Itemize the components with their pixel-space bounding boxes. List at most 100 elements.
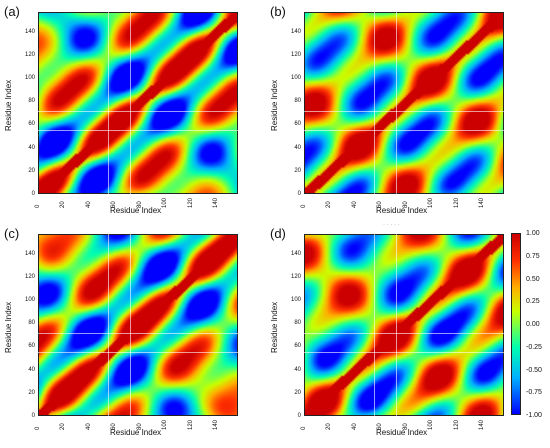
y-tick-label: 120 <box>24 51 35 58</box>
y-tick-label: 120 <box>24 273 35 280</box>
domain-boundary-line <box>38 332 238 334</box>
domain-boundary-line <box>304 130 504 132</box>
panel-label: (c) <box>4 226 20 241</box>
y-tick-label: 80 <box>28 320 35 327</box>
y-tick-label: 0 <box>31 413 35 419</box>
x-tick-label: 140 <box>479 419 486 430</box>
x-tick-label: 100 <box>428 419 435 430</box>
y-axis-label: Residue Index <box>270 79 279 131</box>
y-tick-label: 100 <box>24 75 35 82</box>
y-tick-label: 100 <box>24 297 35 304</box>
x-axis-label: Residue Index <box>376 428 428 437</box>
stray-text: · · · · · <box>383 222 400 228</box>
y-tick-label: 20 <box>28 167 35 174</box>
panel-label: (d) <box>270 226 286 241</box>
heatmap-plot-area <box>304 234 504 416</box>
y-tick-label: 120 <box>290 51 301 58</box>
x-tick-label: 40 <box>351 423 358 430</box>
y-tick-label: 140 <box>290 250 301 257</box>
heatmap-canvas <box>305 13 503 193</box>
x-tick-label: 40 <box>85 423 92 430</box>
y-tick-label: 0 <box>31 191 35 197</box>
colorbar-tick-label: 0.00 <box>526 321 540 328</box>
colorbar-tick-label: -0.75 <box>526 389 542 397</box>
y-tick-label: 60 <box>294 343 301 350</box>
x-tick-label: 40 <box>351 201 358 208</box>
y-tick-label: 80 <box>28 98 35 105</box>
y-tick-label: 100 <box>290 75 301 82</box>
y-tick-label: 0 <box>297 191 301 197</box>
x-tick-label: 120 <box>453 197 460 208</box>
y-axis-label: Residue Index <box>4 301 13 353</box>
y-tick-label: 40 <box>28 144 35 151</box>
y-tick-label: 40 <box>294 144 301 151</box>
domain-boundary-line <box>304 110 504 112</box>
heatmap-panel: (b) 0 20 40 60 80 100 120 140 0 20 40 60 80 100 120 140 R… <box>266 0 531 222</box>
y-tick-label: 80 <box>294 98 301 105</box>
colorbar-tick-label: 0.25 <box>526 298 540 306</box>
domain-boundary-line <box>38 352 238 354</box>
heatmap-panel: (c) 0 20 40 60 80 100 120 140 0 20 40 60 80 100 120 140 R… <box>0 222 265 444</box>
x-tick-label: 140 <box>479 197 486 208</box>
domain-boundary-line <box>129 12 131 194</box>
y-tick-label: 140 <box>290 28 301 35</box>
domain-boundary-line <box>395 234 397 416</box>
domain-boundary-line <box>304 332 504 334</box>
y-tick-label: 60 <box>294 121 301 128</box>
heatmap-panel: (d) 0 20 40 60 80 100 120 140 0 20 40 60 80 100 120 140 R… <box>266 222 531 444</box>
domain-boundary-line <box>395 12 397 194</box>
x-tick-label: 100 <box>162 197 169 208</box>
x-tick-label: 20 <box>326 423 333 430</box>
y-tick-label: 60 <box>28 121 35 128</box>
heatmap-canvas <box>39 235 237 415</box>
x-tick-label: 0 <box>35 426 41 430</box>
heatmap-plot-area <box>38 12 238 194</box>
x-tick-label: 20 <box>60 423 67 430</box>
domain-boundary-line <box>374 12 376 194</box>
x-axis-label: Residue Index <box>376 206 428 215</box>
panel-label: (a) <box>4 4 20 19</box>
x-axis-label: Residue Index <box>110 206 162 215</box>
colorbar-tick-label: 1.00 <box>526 230 540 237</box>
colorbar-tick-label: -0.50 <box>526 366 542 374</box>
heatmap-plot-area <box>38 234 238 416</box>
colorbar-tick-label: 0.75 <box>526 252 540 260</box>
y-tick-label: 20 <box>28 389 35 396</box>
x-axis-label: Residue Index <box>110 428 162 437</box>
x-tick-label: 20 <box>326 201 333 208</box>
heatmap-panel: (a) 0 20 40 60 80 100 120 140 0 20 40 60 80 100 120 140 R… <box>0 0 265 222</box>
y-tick-label: 40 <box>28 366 35 373</box>
domain-boundary-line <box>108 234 110 416</box>
x-tick-label: 0 <box>35 204 41 208</box>
domain-boundary-line <box>38 130 238 132</box>
domain-boundary-line <box>304 352 504 354</box>
y-tick-label: 140 <box>24 250 35 257</box>
heatmap-canvas <box>39 13 237 193</box>
domain-boundary-line <box>129 234 131 416</box>
x-tick-label: 100 <box>428 197 435 208</box>
y-tick-label: 60 <box>28 343 35 350</box>
x-tick-label: 0 <box>301 426 307 430</box>
y-tick-label: 80 <box>294 320 301 327</box>
colorbar <box>511 233 521 415</box>
x-tick-label: 120 <box>453 419 460 430</box>
x-tick-label: 40 <box>85 201 92 208</box>
colorbar-tick-label: -0.25 <box>526 343 542 351</box>
y-tick-label: 20 <box>294 167 301 174</box>
y-axis-label: Residue Index <box>4 79 13 131</box>
y-tick-label: 20 <box>294 389 301 396</box>
colorbar-tick-label: -1.00 <box>526 412 542 419</box>
y-tick-label: 40 <box>294 366 301 373</box>
domain-boundary-line <box>38 110 238 112</box>
x-tick-label: 140 <box>213 197 220 208</box>
y-axis-label: Residue Index <box>270 301 279 353</box>
heatmap-plot-area <box>304 12 504 194</box>
heatmap-canvas <box>305 235 503 415</box>
x-tick-label: 20 <box>60 201 67 208</box>
domain-boundary-line <box>374 234 376 416</box>
x-tick-label: 120 <box>187 419 194 430</box>
y-tick-label: 100 <box>290 297 301 304</box>
y-tick-label: 120 <box>290 273 301 280</box>
colorbar-tick-label: 0.50 <box>526 275 540 283</box>
y-tick-label: 140 <box>24 28 35 35</box>
